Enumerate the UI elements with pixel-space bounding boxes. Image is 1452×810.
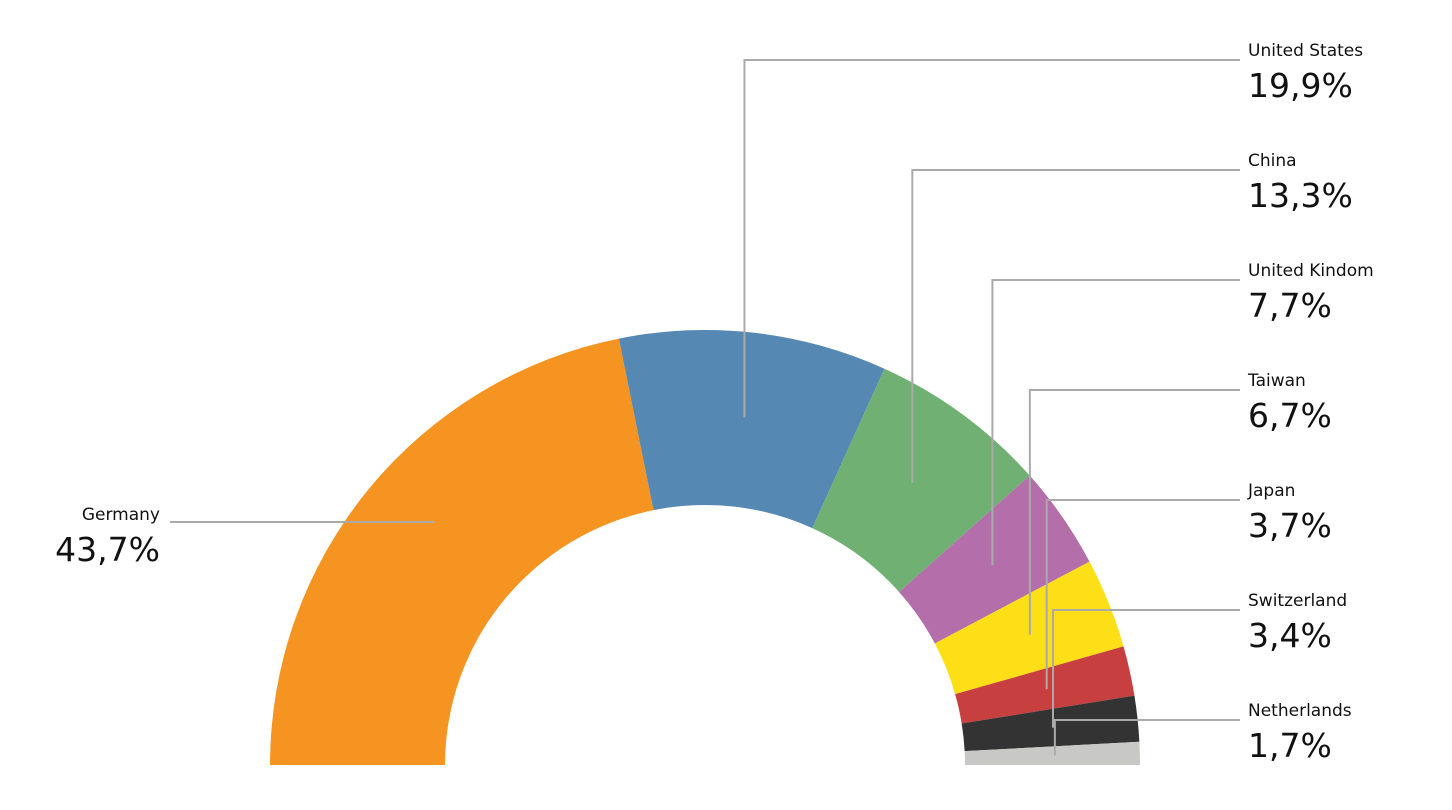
value-label: 19,9% (1248, 66, 1353, 105)
category-label: China (1248, 151, 1297, 171)
category-label: Taiwan (1247, 371, 1306, 391)
segment (964, 741, 1140, 765)
category-label: Switzerland (1248, 591, 1347, 611)
leader-line (1028, 389, 1240, 635)
value-label: 3,7% (1248, 506, 1332, 545)
category-label: United Kindom (1248, 261, 1374, 281)
value-label: 1,7% (1248, 726, 1332, 765)
segment (955, 646, 1135, 724)
leader-line (1053, 719, 1240, 756)
segment (812, 368, 1030, 592)
leader-line (991, 279, 1240, 566)
segment (270, 338, 654, 765)
category-label: Germany (82, 505, 160, 525)
value-label: 6,7% (1248, 396, 1332, 435)
leader-line (1052, 609, 1240, 728)
leader-line (911, 169, 1240, 484)
segment (618, 330, 885, 529)
value-label: 43,7% (55, 530, 160, 569)
segment (899, 475, 1090, 644)
value-label: 7,7% (1248, 286, 1332, 325)
leader-line (743, 59, 1240, 418)
leader-line (1045, 499, 1240, 690)
value-label: 3,4% (1248, 616, 1332, 655)
category-label: Japan (1247, 481, 1295, 501)
value-label: 13,3% (1248, 176, 1353, 215)
category-label: Netherlands (1248, 701, 1352, 721)
category-label: United States (1248, 41, 1363, 61)
segment (961, 695, 1140, 752)
